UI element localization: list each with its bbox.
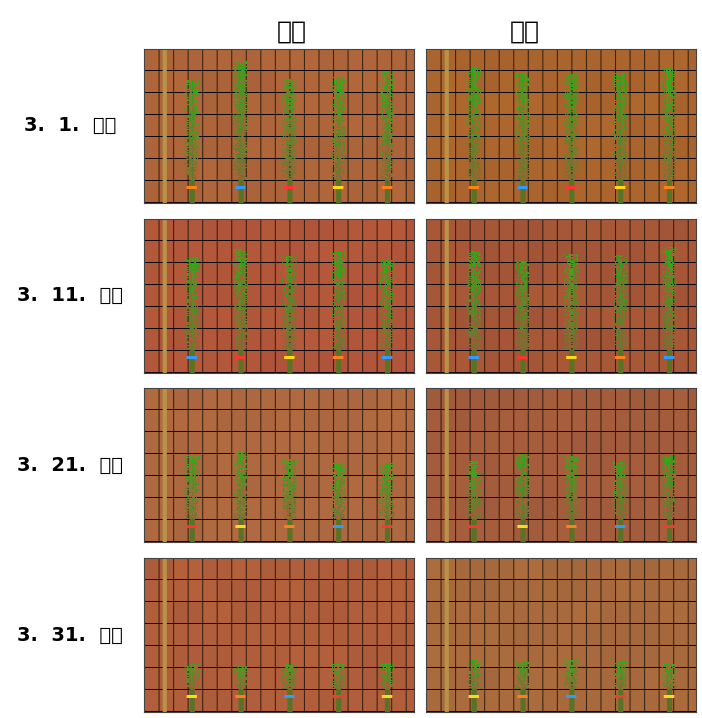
Text: 무안: 무안 <box>277 20 306 44</box>
Text: 제주: 제주 <box>510 20 540 44</box>
Text: 3.  11.  파종: 3. 11. 파종 <box>18 286 123 305</box>
Text: 3.  31.  파종: 3. 31. 파종 <box>18 626 123 645</box>
Text: 3.  1.  파종: 3. 1. 파종 <box>24 116 117 135</box>
Text: 3.  21.  파종: 3. 21. 파종 <box>18 456 123 475</box>
